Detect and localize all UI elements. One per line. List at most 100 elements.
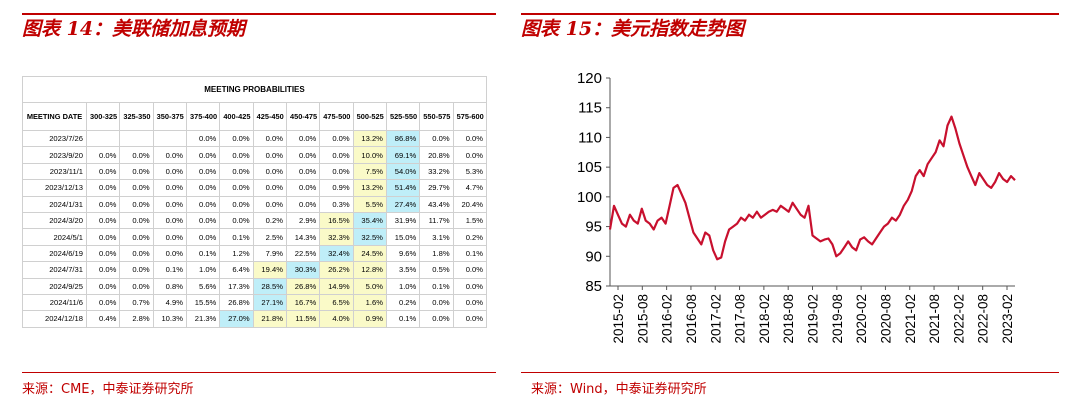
probability-cell: 0.0% [85,244,121,263]
probability-cell: 0.9% [352,310,387,328]
probability-cell: 32.5% [352,228,387,246]
x-tick-label: 2016-02 [660,294,675,344]
probability-cell: 3.5% [385,261,421,279]
probability-cell: 20.8% [419,146,454,164]
y-tick-label: 120 [577,70,602,87]
meeting-date-cell: 2024/12/18 [22,310,87,328]
probability-cell: 15.0% [385,228,421,246]
probability-cell: 0.0% [152,162,187,181]
y-tick-label: 115 [578,100,602,117]
x-tick-label: 2021-02 [903,294,918,344]
probability-cell: 13.2% [352,179,387,197]
probability-cell: 2.5% [252,228,287,246]
meeting-date-cell: 2023/9/20 [22,146,87,164]
probability-cell: 12.8% [352,261,387,279]
probability-cell: 0.0% [185,162,221,181]
probability-cell: 26.8% [285,277,321,295]
probability-cell: 7.9% [252,244,287,263]
probability-cell: 0.0% [119,261,154,279]
probability-cell: 0.1% [219,228,254,246]
probability-cell: 7.5% [352,162,387,181]
probability-cell: 14.3% [285,228,321,246]
meeting-date-cell: 2024/7/31 [22,261,87,279]
probability-cell: 0.0% [152,244,187,263]
left-panel-source: 来源：CME，中泰证券研究所 [22,382,194,397]
probability-cell: 20.4% [452,195,488,213]
meeting-date-cell: 2023/11/1 [22,162,87,181]
table-row: 2024/6/19 0.0% 0.0% 0.0% 0.1% 1.2% 7.9% 22.5% 32… [22,244,488,263]
probability-cell: 0.0% [219,211,254,230]
probability-cell: 0.0% [452,310,488,328]
probability-cell: 0.0% [185,195,221,213]
x-tick-label: 2022-02 [951,294,966,344]
probability-cell: 6.5% [319,293,354,312]
table-row: 2023/7/26 0.0% 0.0% 0.0% 0.0% 0.0% 13.2% 86.8% 0… [22,129,488,148]
probability-cell: 0.0% [152,195,187,213]
column-header: 325-350 [119,102,154,131]
probability-cell: 0.9% [319,179,354,197]
x-tick-label: 2021-08 [927,294,942,344]
probability-cell: 69.1% [385,146,421,164]
probability-cell: 29.7% [419,179,454,197]
probability-cell: 5.3% [452,162,488,181]
column-header: 575-600 [452,102,488,131]
probability-cell: 0.0% [452,146,488,164]
probability-cell: 2.9% [285,211,321,230]
probability-cell: 21.8% [252,310,287,328]
probability-cell: 0.0% [252,179,287,197]
probability-cell: 0.0% [285,129,321,148]
probability-cell: 32.4% [319,244,354,263]
probability-cell: 0.0% [152,228,187,246]
x-tick-label: 2019-02 [806,294,821,344]
probability-cell: 5.5% [352,195,387,213]
probability-cell: 10.3% [152,310,187,328]
probability-cell: 86.8% [385,129,421,148]
x-tick-label: 2017-08 [733,294,748,344]
probability-cell: 0.0% [252,146,287,164]
probability-cell: 6.4% [219,261,254,279]
table-caption: MEETING PROBABILITIES [22,76,487,103]
column-header: 350-375 [152,102,187,131]
probability-cell: 0.0% [452,129,488,148]
dollar-index-line [608,115,1016,261]
probability-cell: 0.0% [119,244,154,263]
x-tick-label: 2018-02 [757,294,772,344]
probability-cell: 27.0% [219,310,254,328]
probability-cell: 0.1% [385,310,421,328]
probability-cell: 28.5% [252,277,287,295]
meeting-date-cell: 2024/5/1 [22,228,87,246]
probability-cell: 0.0% [419,293,454,312]
probability-cell: 2.8% [119,310,154,328]
x-tick-label: 2016-08 [684,294,699,344]
probability-cell: 30.3% [285,261,321,279]
probability-cell: 0.0% [119,228,154,246]
probability-cell [85,129,121,148]
probability-cell: 0.0% [119,179,154,197]
table-row: 2024/12/18 0.4% 2.8% 10.3% 21.3% 27.0% 21.8% 11… [22,310,488,328]
column-header: 525-550 [385,102,421,131]
probability-cell: 14.9% [319,277,354,295]
probability-cell: 1.2% [219,244,254,263]
column-header: 425-450 [252,102,287,131]
probability-cell: 0.3% [319,195,354,213]
probability-cell: 0.0% [185,179,221,197]
probability-cell: 0.0% [119,211,154,230]
probability-cell: 0.0% [219,129,254,148]
probability-cell: 0.0% [285,162,321,181]
x-tick-label: 2022-08 [976,294,991,344]
table-row: 2023/12/13 0.0% 0.0% 0.0% 0.0% 0.0% 0.0% 0.0% 0.… [22,179,488,197]
probability-cell: 43.4% [419,195,454,213]
probability-cell: 10.0% [352,146,387,164]
table-row: 2024/9/25 0.0% 0.0% 0.8% 5.6% 17.3% 28.5% 26.8%… [22,277,488,295]
column-header: 450-475 [285,102,321,131]
column-header: 375-400 [185,102,221,131]
probability-cell: 35.4% [352,211,387,230]
probability-cell: 0.0% [185,146,221,164]
probability-cell: 0.0% [252,129,287,148]
probability-cell: 0.0% [152,146,187,164]
probability-cell: 1.8% [419,244,454,263]
probability-cell: 0.0% [285,195,321,213]
meeting-date-cell: 2024/9/25 [22,277,87,295]
probability-cell: 0.1% [185,244,221,263]
meeting-date-cell: 2024/3/20 [22,211,87,230]
